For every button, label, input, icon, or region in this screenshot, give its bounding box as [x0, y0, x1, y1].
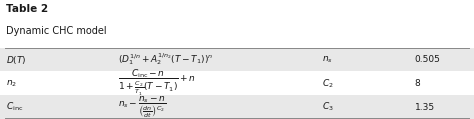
Text: 1.35: 1.35	[415, 103, 435, 112]
Text: $C_2$: $C_2$	[322, 77, 334, 90]
Text: Dynamic CHC model: Dynamic CHC model	[6, 26, 106, 36]
Text: 8: 8	[415, 79, 420, 88]
Text: 0.505: 0.505	[415, 55, 441, 64]
Text: $C_3$: $C_3$	[322, 101, 334, 113]
Text: $n_s$: $n_s$	[322, 54, 333, 65]
Text: $\dfrac{C_{\mathrm{inc}}-n}{1+\frac{C_2}{T_1}(T-T_1)} + n$: $\dfrac{C_{\mathrm{inc}}-n}{1+\frac{C_2}…	[118, 68, 196, 98]
Text: Table 2: Table 2	[6, 4, 48, 14]
Text: $D(T)$: $D(T)$	[6, 54, 27, 65]
Text: $C_{\mathrm{inc}}$: $C_{\mathrm{inc}}$	[6, 101, 23, 113]
Text: $(D_1^{1/n} + A_2^{1/n_2}(T - T_1))^n$: $(D_1^{1/n} + A_2^{1/n_2}(T - T_1))^n$	[118, 52, 214, 67]
Text: $n_2$: $n_2$	[6, 78, 17, 89]
Text: $n_s - \dfrac{n_s - n}{\left(\frac{dn}{dt}\right)^{C_2}}$: $n_s - \dfrac{n_s - n}{\left(\frac{dn}{d…	[118, 94, 167, 119]
